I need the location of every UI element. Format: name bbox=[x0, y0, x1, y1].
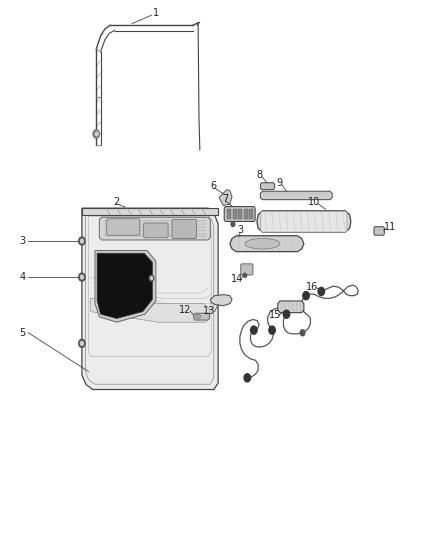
Polygon shape bbox=[210, 295, 232, 306]
Circle shape bbox=[244, 373, 251, 383]
Circle shape bbox=[300, 329, 306, 336]
Text: 16: 16 bbox=[306, 281, 318, 292]
FancyBboxPatch shape bbox=[144, 223, 168, 238]
Polygon shape bbox=[278, 301, 304, 313]
Bar bbox=[238, 209, 242, 219]
Text: 11: 11 bbox=[384, 222, 396, 232]
Bar bbox=[227, 209, 231, 219]
Text: 5: 5 bbox=[19, 328, 25, 338]
Circle shape bbox=[283, 310, 290, 319]
Circle shape bbox=[78, 272, 86, 282]
Polygon shape bbox=[219, 190, 232, 206]
Circle shape bbox=[148, 274, 155, 282]
Text: 4: 4 bbox=[19, 272, 25, 282]
Circle shape bbox=[78, 338, 86, 348]
Text: 10: 10 bbox=[308, 197, 320, 207]
Polygon shape bbox=[224, 207, 255, 221]
Circle shape bbox=[80, 341, 84, 346]
Polygon shape bbox=[194, 313, 209, 320]
Ellipse shape bbox=[195, 314, 201, 318]
Text: 9: 9 bbox=[276, 177, 282, 188]
Text: 3: 3 bbox=[19, 236, 25, 246]
Circle shape bbox=[230, 221, 236, 227]
Polygon shape bbox=[82, 208, 218, 215]
Bar bbox=[233, 209, 237, 219]
Text: 12: 12 bbox=[179, 305, 191, 315]
FancyBboxPatch shape bbox=[107, 219, 140, 235]
Bar bbox=[244, 209, 248, 219]
Circle shape bbox=[268, 325, 276, 335]
Polygon shape bbox=[95, 251, 156, 322]
Text: 7: 7 bbox=[222, 193, 228, 204]
Circle shape bbox=[80, 274, 84, 280]
Text: 15: 15 bbox=[268, 310, 281, 320]
Polygon shape bbox=[257, 211, 351, 232]
Polygon shape bbox=[374, 227, 385, 235]
Bar bbox=[250, 209, 253, 219]
Text: 2: 2 bbox=[113, 197, 120, 207]
Circle shape bbox=[95, 131, 99, 136]
Text: 8: 8 bbox=[256, 171, 262, 180]
Circle shape bbox=[302, 291, 310, 301]
Circle shape bbox=[80, 238, 84, 244]
FancyBboxPatch shape bbox=[241, 264, 253, 275]
Polygon shape bbox=[260, 191, 332, 200]
Text: 14: 14 bbox=[231, 273, 244, 284]
Text: 3: 3 bbox=[237, 225, 243, 236]
Circle shape bbox=[318, 287, 325, 296]
Polygon shape bbox=[97, 253, 152, 318]
Circle shape bbox=[250, 325, 258, 335]
Circle shape bbox=[78, 236, 86, 246]
Polygon shape bbox=[230, 236, 304, 252]
Text: 1: 1 bbox=[153, 8, 159, 18]
Text: 13: 13 bbox=[203, 306, 215, 316]
Circle shape bbox=[92, 129, 100, 139]
Ellipse shape bbox=[245, 238, 280, 249]
Polygon shape bbox=[99, 217, 210, 240]
Polygon shape bbox=[82, 208, 218, 390]
Polygon shape bbox=[260, 183, 275, 190]
Polygon shape bbox=[91, 298, 209, 322]
FancyBboxPatch shape bbox=[261, 212, 347, 232]
FancyBboxPatch shape bbox=[172, 219, 196, 238]
Text: 6: 6 bbox=[211, 181, 217, 191]
Circle shape bbox=[243, 273, 247, 278]
Circle shape bbox=[150, 276, 153, 280]
